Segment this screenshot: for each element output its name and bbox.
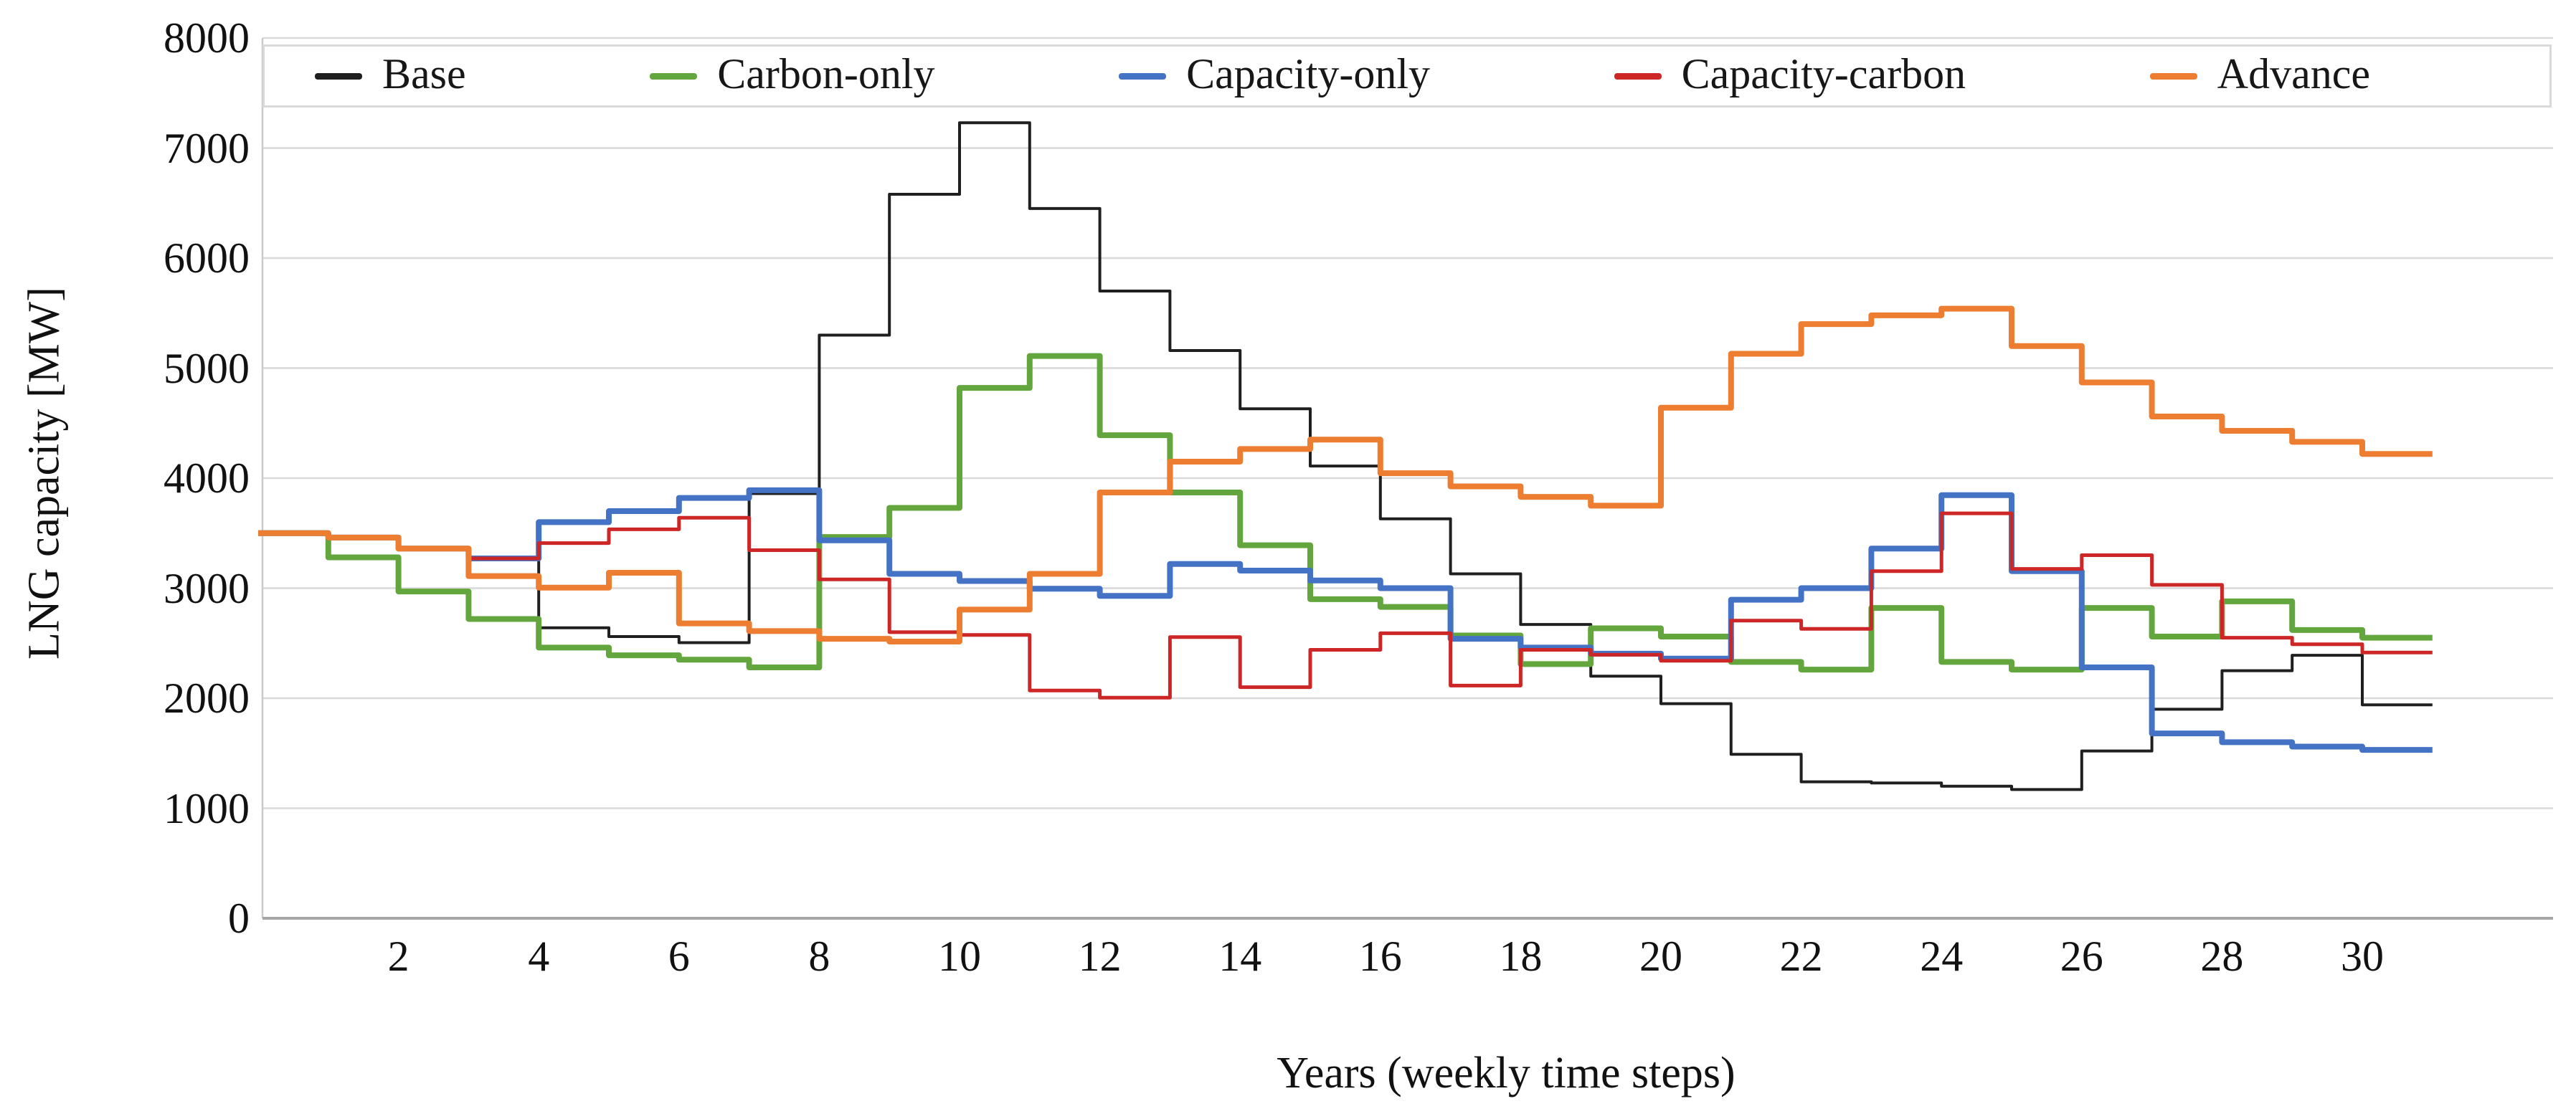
- x-axis-title: Years (weekly time steps): [1277, 1049, 1736, 1097]
- x-tick-label: 4: [528, 933, 550, 980]
- y-tick-label: 2000: [164, 675, 250, 722]
- legend-label: Base: [382, 50, 466, 97]
- y-tick-label: 6000: [164, 234, 250, 282]
- y-tick-label: 0: [228, 895, 250, 942]
- series-line-carbon-only: [258, 353, 2433, 673]
- gridlines: [262, 37, 2553, 809]
- x-tick-label: 14: [1218, 933, 1262, 980]
- x-tick-label: 16: [1358, 933, 1402, 980]
- x-tick-label: 28: [2200, 933, 2244, 980]
- legend-label: Advance: [2217, 50, 2370, 97]
- x-tick-label: 26: [2060, 933, 2103, 980]
- legend-line-icon: [1119, 72, 1167, 80]
- x-tick-label: 12: [1078, 933, 1122, 980]
- legend-label: Capacity-carbon: [1681, 50, 1966, 97]
- x-tick-label: 8: [808, 933, 830, 980]
- legend-line-icon: [1614, 72, 1662, 80]
- legend-label: Capacity-only: [1186, 50, 1431, 97]
- x-tick-label: 10: [938, 933, 981, 980]
- y-tick-label: 3000: [164, 564, 250, 612]
- x-tick-label: 22: [1779, 933, 1823, 980]
- series-line-base: [258, 121, 2433, 791]
- series-lines: [258, 121, 2433, 791]
- legend-item-capacity-only: Capacity-only: [1119, 52, 1430, 100]
- series-line-capacity-carbon: [258, 511, 2433, 700]
- legend: Base Carbon-only Capacity-only Capacity-car…: [262, 44, 2552, 108]
- legend-line-icon: [315, 72, 362, 80]
- legend-label: Carbon-only: [717, 50, 935, 97]
- legend-item-advance: Advance: [2149, 50, 2370, 100]
- legend-item-carbon-only: Carbon-only: [650, 50, 935, 100]
- legend-line-icon: [650, 72, 698, 80]
- y-tick-label: 7000: [164, 124, 250, 172]
- x-tick-label: 6: [668, 933, 690, 980]
- y-tick-label: 4000: [164, 454, 250, 502]
- series-line-advance: [258, 305, 2433, 644]
- x-tick-label: 20: [1639, 933, 1682, 980]
- legend-item-base: Base: [315, 52, 466, 100]
- x-tick-label: 18: [1499, 933, 1543, 980]
- y-tick-label: 5000: [164, 344, 250, 392]
- y-tick-label: 1000: [164, 784, 250, 832]
- x-tick-label: 24: [1920, 933, 1964, 980]
- x-tick-label: 30: [2341, 933, 2384, 980]
- legend-item-capacity-carbon: Capacity-carbon: [1614, 52, 1966, 100]
- y-tick-label: 8000: [164, 14, 250, 62]
- legend-line-icon: [2149, 72, 2197, 80]
- y-axis-title: LNG capacity [MW]: [19, 287, 69, 660]
- series-line-capacity-only: [258, 487, 2433, 753]
- x-tick-label: 2: [387, 933, 409, 980]
